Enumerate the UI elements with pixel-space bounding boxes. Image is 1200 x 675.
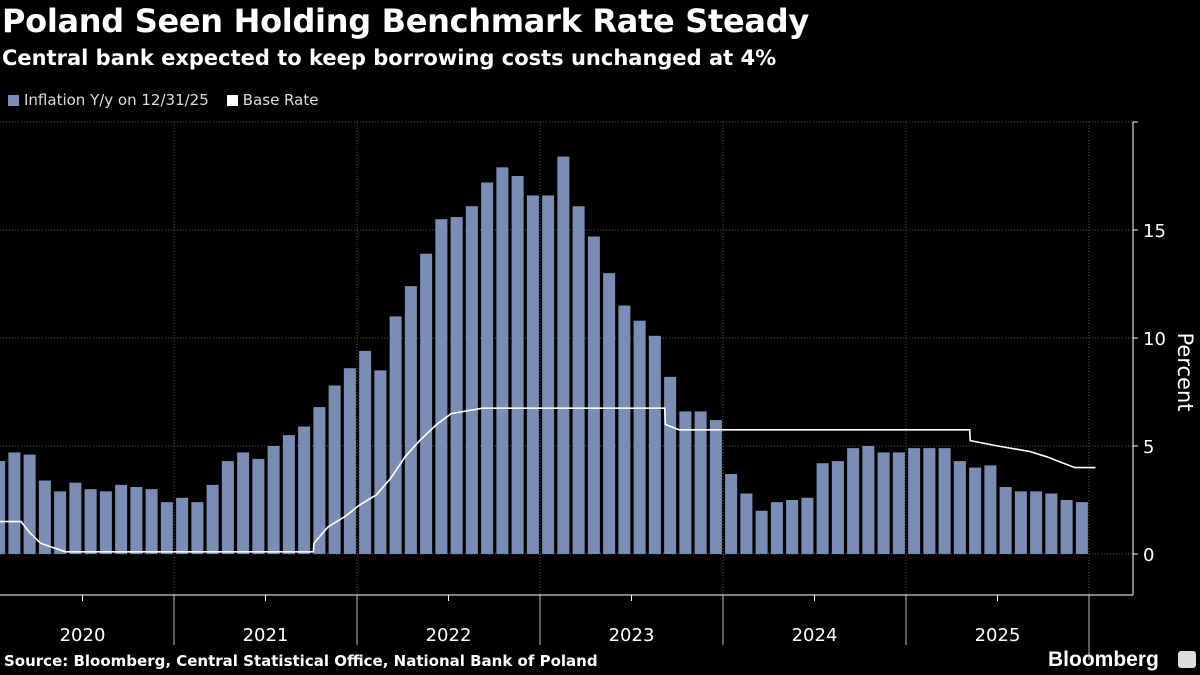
inflation-bar xyxy=(923,448,936,554)
x-tick-label: 2024 xyxy=(792,625,838,646)
bloomberg-logo: Bloomberg xyxy=(1048,648,1159,671)
inflation-bar xyxy=(435,219,448,554)
x-tick-label: 2020 xyxy=(60,625,106,646)
inflation-bar xyxy=(603,273,616,554)
inflation-bar xyxy=(542,195,555,554)
inflation-bar xyxy=(984,465,997,554)
x-tick-label: 2022 xyxy=(426,625,472,646)
inflation-bar xyxy=(54,491,67,554)
y-tick-label: 10 xyxy=(1143,329,1166,350)
inflation-bar xyxy=(892,452,905,554)
source-note: Source: Bloomberg, Central Statistical O… xyxy=(4,652,598,670)
inflation-bar xyxy=(877,452,890,554)
inflation-bar xyxy=(267,445,280,554)
inflation-bar xyxy=(862,445,875,554)
inflation-bar xyxy=(725,474,738,554)
chart-subtitle: Central bank expected to keep borrowing … xyxy=(2,46,777,70)
inflation-bar xyxy=(709,420,722,554)
inflation-bar xyxy=(99,491,112,554)
inflation-bar xyxy=(176,497,189,554)
inflation-bar xyxy=(831,461,844,554)
inflation-bar xyxy=(633,320,646,554)
inflation-bar xyxy=(8,452,21,554)
inflation-bar xyxy=(282,435,295,554)
legend-item-base-rate: Base Rate xyxy=(226,91,319,109)
x-tick-label: 2021 xyxy=(243,625,289,646)
inflation-bar xyxy=(648,335,661,554)
inflation-bar xyxy=(572,206,585,554)
inflation-bar xyxy=(587,236,600,554)
inflation-bar xyxy=(999,487,1012,554)
inflation-bar xyxy=(420,253,433,554)
x-tick-label: 2025 xyxy=(975,625,1021,646)
inflation-bar xyxy=(206,484,219,554)
inflation-bar xyxy=(1030,491,1043,554)
inflation-bar xyxy=(526,195,539,554)
inflation-bar xyxy=(115,484,128,554)
inflation-bar xyxy=(953,461,966,554)
y-axis-label: Percent xyxy=(1173,332,1197,411)
inflation-bar xyxy=(130,487,143,554)
inflation-bar xyxy=(786,499,799,554)
inflation-bar xyxy=(69,482,82,554)
inflation-bar xyxy=(496,167,509,554)
inflation-bar xyxy=(328,385,341,554)
inflation-bar xyxy=(816,463,829,554)
bloomberg-logo-icon xyxy=(1178,651,1196,668)
legend-label-inflation: Inflation Y/y on 12/31/25 xyxy=(24,91,209,109)
inflation-bar xyxy=(343,368,356,554)
inflation-bar xyxy=(908,448,921,554)
legend: Inflation Y/y on 12/31/25 Base Rate xyxy=(8,91,318,109)
base-rate-line xyxy=(0,407,1096,553)
inflation-bar xyxy=(557,156,570,554)
y-tick-label: 15 xyxy=(1143,221,1166,242)
legend-swatch-base-rate xyxy=(226,95,238,106)
x-tick-label: 2023 xyxy=(609,625,655,646)
inflation-bar xyxy=(84,489,97,554)
inflation-bar xyxy=(755,510,768,554)
legend-swatch-inflation xyxy=(8,95,19,106)
chart-title: Poland Seen Holding Benchmark Rate Stead… xyxy=(2,2,809,40)
y-tick-label: 0 xyxy=(1143,545,1154,566)
inflation-bar xyxy=(23,454,36,554)
inflation-bar xyxy=(1045,493,1058,554)
y-tick-label: 5 xyxy=(1143,437,1154,458)
inflation-bar xyxy=(145,489,158,554)
inflation-bar xyxy=(465,206,478,554)
inflation-bar xyxy=(359,350,372,554)
inflation-bar xyxy=(450,217,463,554)
inflation-bar xyxy=(694,411,707,554)
inflation-bar xyxy=(511,175,524,554)
inflation-bar xyxy=(618,305,631,554)
inflation-bar xyxy=(740,493,753,554)
inflation-bar xyxy=(1014,491,1027,554)
inflation-bar xyxy=(1060,499,1073,554)
inflation-bar xyxy=(847,448,860,554)
inflation-bar xyxy=(404,286,417,554)
inflation-bar xyxy=(801,497,814,554)
inflation-bar xyxy=(0,461,6,554)
inflation-bar xyxy=(221,461,234,554)
inflation-bar xyxy=(252,458,265,554)
inflation-bar xyxy=(938,448,951,554)
inflation-bar xyxy=(770,502,783,554)
inflation-bar xyxy=(237,452,250,554)
inflation-bar xyxy=(374,370,387,554)
inflation-bar xyxy=(1075,502,1088,554)
inflation-bar xyxy=(679,411,692,554)
inflation-bar xyxy=(298,426,311,554)
inflation-bar xyxy=(664,376,677,554)
inflation-bar xyxy=(160,502,173,554)
inflation-bar xyxy=(191,502,204,554)
inflation-bar xyxy=(969,467,982,554)
legend-label-base-rate: Base Rate xyxy=(242,91,319,109)
inflation-bar xyxy=(389,316,402,554)
inflation-bar xyxy=(481,182,494,554)
inflation-bar xyxy=(313,407,326,554)
legend-item-inflation: Inflation Y/y on 12/31/25 xyxy=(8,91,209,109)
inflation-bar xyxy=(38,480,51,554)
